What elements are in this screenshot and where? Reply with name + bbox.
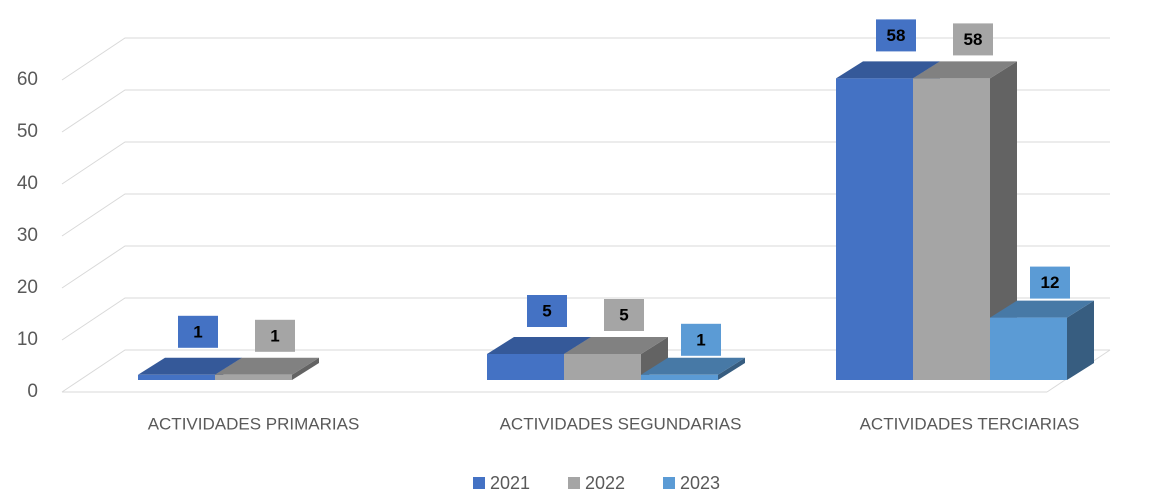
bar-side: [718, 357, 745, 380]
bar-top: [487, 337, 591, 354]
legend-label: 2023: [680, 473, 720, 491]
data-label: 1: [270, 326, 279, 345]
bar: [990, 317, 1067, 380]
bar: [564, 354, 641, 380]
x-tick-label: ACTIVIDADES PRIMARIAS: [148, 414, 360, 433]
data-label-box: [604, 299, 644, 331]
bar-side: [1067, 300, 1094, 380]
bar: [836, 78, 913, 381]
bar: [215, 374, 292, 380]
data-label-box: [953, 23, 993, 56]
data-label-box: [681, 323, 721, 356]
bar-top: [215, 357, 319, 375]
data-label: 5: [619, 305, 628, 324]
data-label-box: [876, 19, 916, 52]
data-label: 5: [542, 301, 551, 320]
bar-side: [292, 357, 319, 380]
data-label: 12: [1041, 273, 1060, 292]
data-label: 58: [964, 30, 983, 49]
bar: [641, 374, 718, 380]
bar-side: [990, 61, 1017, 381]
data-label-box: [527, 295, 567, 327]
x-tick-label: ACTIVIDADES TERCIARIAS: [860, 414, 1080, 433]
legend-swatch: [568, 477, 580, 489]
grid-line: [61, 89, 1110, 133]
bar-top: [138, 357, 242, 375]
data-label: 58: [887, 26, 906, 45]
bar-side: [641, 337, 668, 380]
grid-line: [61, 349, 1110, 393]
bar: [913, 78, 990, 381]
data-label: 1: [696, 330, 705, 349]
data-label-box: [178, 315, 218, 348]
y-tick-label: 40: [17, 173, 38, 194]
y-tick-label: 60: [17, 69, 38, 90]
bar-top: [913, 61, 1017, 79]
bar-top: [990, 300, 1094, 318]
y-tick-label: 50: [17, 121, 38, 142]
bar-top: [641, 357, 745, 375]
bar-top: [836, 61, 940, 79]
grid-line: [61, 297, 1110, 341]
legend-swatch: [663, 477, 675, 489]
grid-line: [61, 245, 1110, 289]
legend-swatch: [473, 477, 485, 489]
x-tick-label: ACTIVIDADES SEGUNDARIAS: [500, 414, 742, 433]
y-tick-label: 10: [17, 329, 38, 350]
bar-top: [564, 337, 668, 354]
grid-line: [61, 193, 1110, 237]
data-label-box: [255, 319, 295, 352]
legend-label: 2021: [490, 473, 530, 491]
grid-line: [61, 141, 1110, 185]
bar: [487, 354, 564, 380]
y-tick-label: 20: [17, 277, 38, 298]
data-label-box: [1030, 266, 1070, 299]
data-label: 1: [193, 322, 202, 341]
grid-line: [61, 37, 1110, 81]
y-tick-label: 30: [17, 225, 38, 246]
bar: [138, 374, 215, 380]
legend-label: 2022: [585, 473, 625, 491]
y-tick-label: 0: [27, 381, 38, 402]
